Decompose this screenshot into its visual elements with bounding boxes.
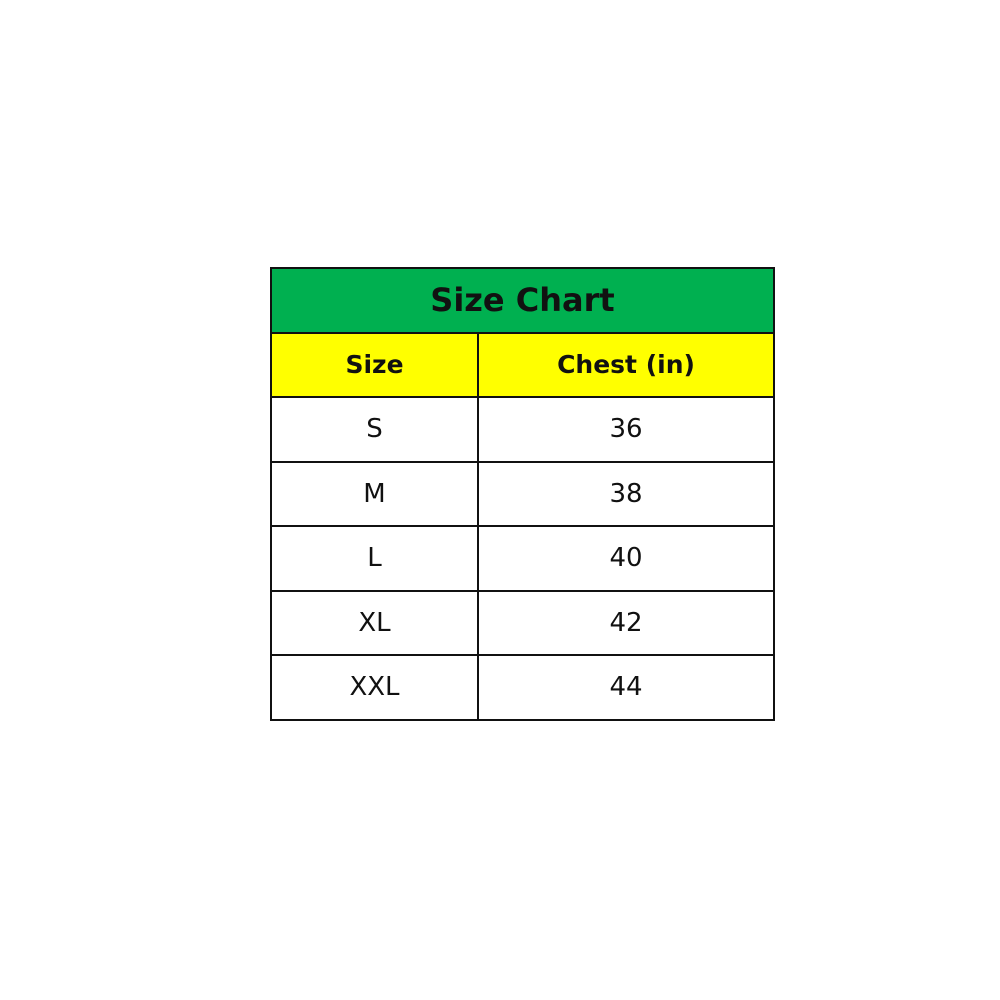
table-title: Size Chart — [270, 267, 775, 334]
size-chart-table: Size Chart Size Chest (in) S 36 M 38 L 4… — [270, 267, 775, 721]
table-row: L 40 — [270, 525, 775, 592]
chest-cell: 36 — [477, 396, 775, 463]
column-header-chest: Chest (in) — [477, 331, 775, 398]
size-cell: L — [270, 525, 479, 592]
title-row: Size Chart — [270, 267, 775, 334]
chest-cell: 40 — [477, 525, 775, 592]
column-header-size: Size — [270, 331, 479, 398]
table-row: XL 42 — [270, 589, 775, 656]
chest-cell: 38 — [477, 460, 775, 527]
table-row: XXL 44 — [270, 654, 775, 721]
size-cell: XXL — [270, 654, 479, 721]
size-cell: M — [270, 460, 479, 527]
table-row: S 36 — [270, 396, 775, 463]
table-row: M 38 — [270, 460, 775, 527]
size-cell: S — [270, 396, 479, 463]
header-row: Size Chest (in) — [270, 331, 775, 398]
chest-cell: 44 — [477, 654, 775, 721]
size-cell: XL — [270, 589, 479, 656]
chest-cell: 42 — [477, 589, 775, 656]
